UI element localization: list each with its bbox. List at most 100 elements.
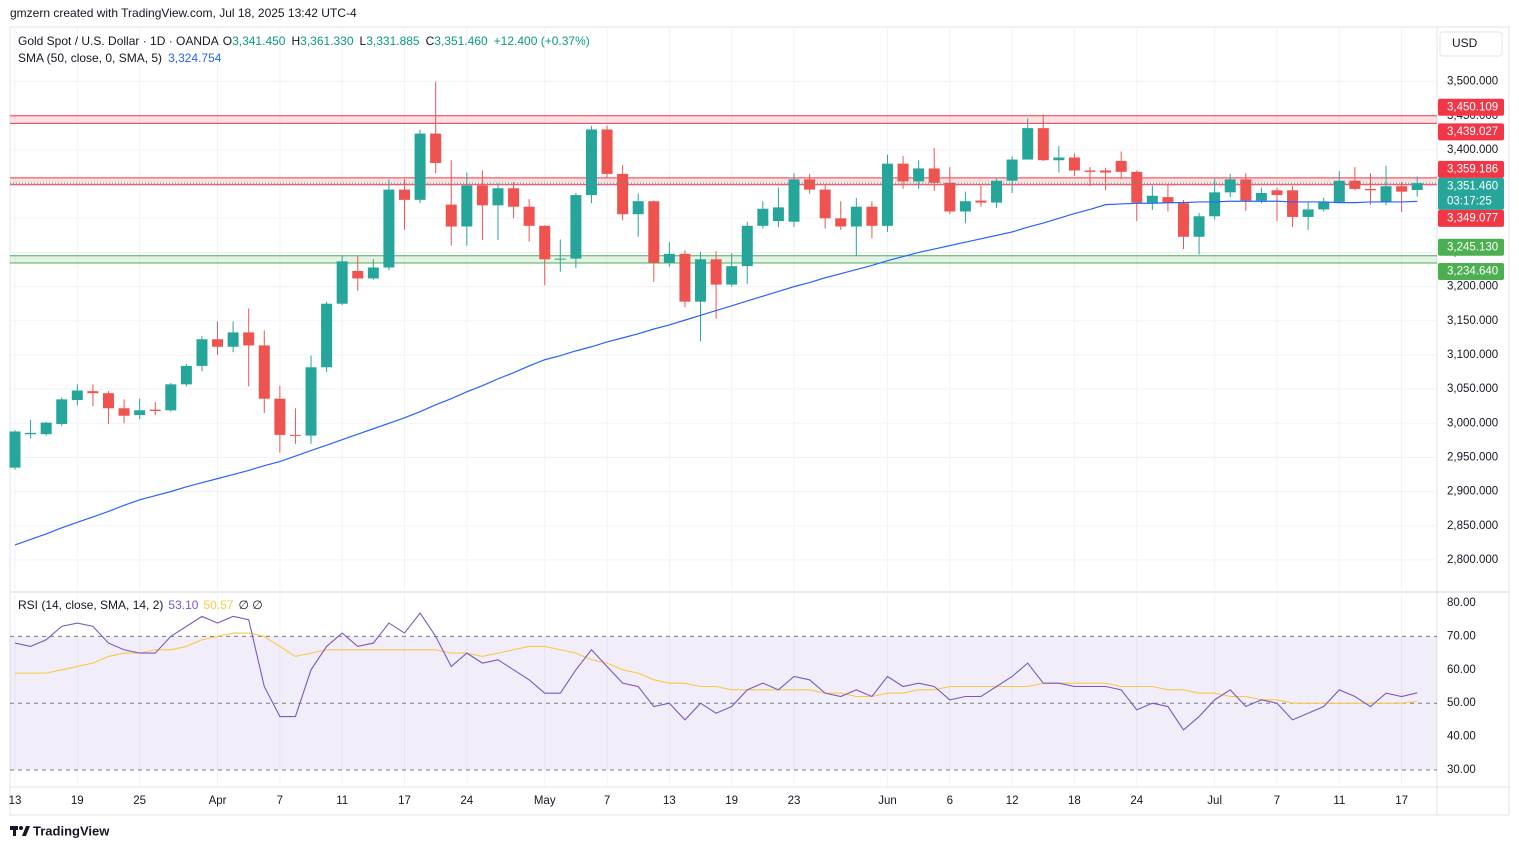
ohlc-value: 3,361.330 — [300, 34, 354, 48]
candle-body — [1115, 160, 1127, 172]
rsi-value: 50.57 — [203, 598, 233, 612]
candle-body — [585, 129, 597, 196]
candle-body — [663, 253, 675, 263]
x-tick-label: 7 — [1274, 795, 1280, 807]
candle-body — [367, 267, 379, 279]
candle-body — [274, 398, 286, 435]
price-label-box — [1438, 177, 1504, 210]
y-tick-label: 3,200.000 — [1447, 281, 1498, 293]
candle-body — [71, 390, 83, 401]
candle-body — [695, 259, 707, 302]
price-label: 3,450.109 — [1447, 101, 1498, 113]
candle-body — [928, 168, 940, 183]
candle-body — [710, 259, 722, 285]
price-label: 3,234.640 — [1447, 265, 1498, 277]
candle-body — [804, 179, 816, 190]
candle-body — [772, 207, 784, 222]
candle-body — [87, 391, 99, 394]
zone — [10, 177, 1437, 185]
rsi-tick-label: 50.00 — [1447, 697, 1476, 709]
candle-body — [866, 206, 878, 226]
x-tick-label: 7 — [604, 795, 610, 807]
price-label: 3,439.027 — [1447, 126, 1498, 138]
candle-body — [913, 168, 925, 182]
y-tick-label: 3,000.000 — [1447, 417, 1498, 429]
candle-body — [523, 206, 535, 226]
candle-body — [243, 332, 255, 346]
candle-body — [1162, 197, 1174, 204]
candle-body — [788, 179, 800, 222]
tv-logo — [10, 826, 30, 836]
rsi-line — [14, 612, 1418, 731]
y-tick-label: 2,850.000 — [1447, 520, 1498, 532]
x-tick-label: 12 — [1006, 795, 1019, 807]
rsi-legend: RSI (14, close, SMA, 14, 2) 53.10 50.57 ∅ ∅ — [18, 598, 263, 612]
price-label: 3,349.077 — [1447, 212, 1498, 224]
candle-body — [1006, 159, 1018, 181]
sma-name: SMA (50, close, 0, SMA, 5) — [18, 51, 162, 65]
rsi-tick-label: 80.00 — [1447, 597, 1476, 609]
candle-body — [554, 258, 566, 260]
candle-body — [1287, 190, 1299, 217]
candle-body — [1022, 128, 1034, 160]
x-tick-label: 11 — [1333, 795, 1345, 807]
ohlc-key: H — [291, 34, 300, 48]
price-label: 3,245.130 — [1447, 241, 1498, 253]
candle-body — [336, 261, 348, 304]
candle-body — [9, 431, 21, 468]
price-label: 3,351.460 — [1447, 180, 1498, 192]
candle-body — [1084, 170, 1096, 172]
x-tick-label: 19 — [725, 795, 738, 807]
x-tick-label: 19 — [71, 795, 84, 807]
ohlc-value: 3,331.885 — [366, 34, 420, 48]
currency[interactable]: USD — [1452, 36, 1478, 50]
candle-body — [648, 201, 660, 263]
candle-body — [1302, 209, 1314, 217]
y-tick-label: 3,100.000 — [1447, 349, 1498, 361]
y-tick-label: 2,900.000 — [1447, 486, 1498, 498]
price-label-box — [1438, 98, 1504, 116]
candle-body — [180, 365, 192, 385]
candle-body — [1131, 171, 1143, 203]
x-tick-label: 11 — [336, 795, 348, 807]
sma-legend: SMA (50, close, 0, SMA, 5) 3,324.754 — [18, 51, 222, 65]
rsi-tick-label: 70.00 — [1447, 630, 1476, 642]
rsi-extra: ∅ ∅ — [238, 598, 262, 612]
series-name: Gold Spot / U.S. Dollar · 1D · OANDA — [18, 34, 219, 48]
branding: TradingView — [33, 823, 110, 838]
candle-body — [679, 253, 691, 302]
attribution: gmzern created with TradingView.com, Jul… — [10, 6, 357, 20]
candle-body — [25, 432, 37, 435]
x-tick-label: Jul — [1207, 795, 1222, 807]
candle-body — [352, 270, 364, 279]
candle-body — [1240, 179, 1252, 201]
candle-body — [991, 180, 1003, 203]
candle-body — [414, 133, 426, 200]
candle-body — [570, 195, 582, 259]
x-tick-label: Jun — [878, 795, 897, 807]
price-label-box — [1438, 262, 1504, 280]
candle-body — [227, 332, 239, 347]
candle-body — [835, 218, 847, 227]
x-tick-label: 7 — [277, 795, 283, 807]
change: +12.400 (+0.37%) — [494, 34, 590, 48]
candle-body — [1271, 190, 1283, 196]
price-label: 03:17:25 — [1447, 195, 1492, 207]
candle-body — [1068, 157, 1080, 171]
candle-body — [741, 225, 753, 267]
y-tick-label: 2,950.000 — [1447, 451, 1498, 463]
candle-body — [1364, 188, 1376, 191]
candle-body — [134, 410, 146, 416]
ohlc-key: O — [223, 34, 232, 48]
candle-body — [1037, 128, 1049, 161]
y-tick-label: 3,500.000 — [1447, 76, 1498, 88]
rsi-line — [15, 632, 1418, 704]
candle-body — [383, 189, 395, 268]
candle-body — [617, 173, 629, 215]
rsi-name: RSI (14, close, SMA, 14, 2) — [18, 598, 163, 612]
currency-button[interactable] — [1439, 31, 1503, 57]
candle-body — [1349, 180, 1361, 189]
sma-line — [14, 200, 1418, 546]
